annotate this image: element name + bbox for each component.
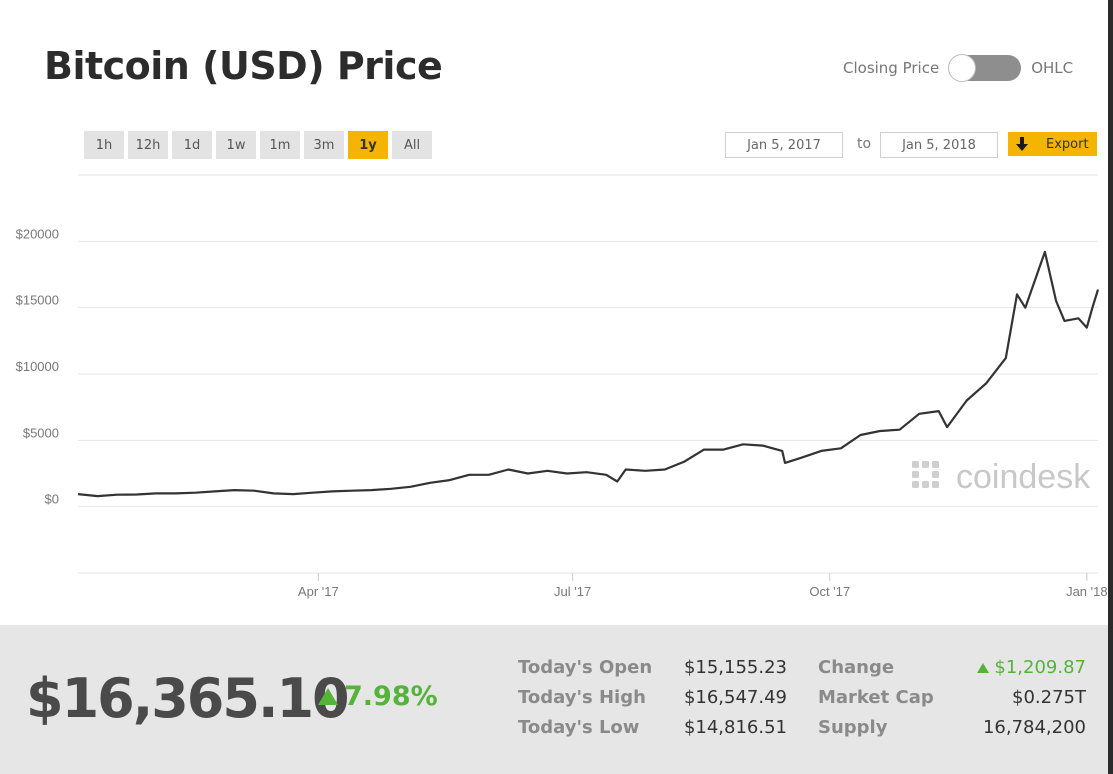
coindesk-watermark: coindesk [912,458,1091,496]
y-tick-label: $10000 [16,359,59,374]
export-label: Export [1046,136,1089,152]
todays-low-value: $14,816.51 [683,717,787,738]
x-tick-label: Oct '17 [809,584,850,599]
export-button[interactable]: Export [1008,132,1097,156]
supply-label: Supply [818,717,888,738]
toggle-knob[interactable] [948,54,977,82]
supply-value: 16,784,200 [982,717,1086,738]
range-button-1h[interactable]: 1h [84,131,124,159]
todays-open-label: Today's Open [518,657,653,678]
todays-open-value: $15,155.23 [683,657,787,678]
range-button-1d[interactable]: 1d [172,131,212,159]
page-title: Bitcoin (USD) Price [44,44,443,88]
y-tick-label: $5000 [23,425,59,440]
todays-high-value: $16,547.49 [683,687,787,708]
range-button-3m[interactable]: 3m [304,131,344,159]
change-value: $1,209.87 [940,657,1086,678]
x-tick-label: Jan '18 [1066,584,1108,599]
grid-lines [78,174,1098,574]
date-to-input[interactable]: Jan 5, 2018 [880,132,998,158]
window-edge [1108,0,1113,774]
date-to-label: to [857,136,872,152]
ohlc-label: OHLC [1031,59,1074,77]
range-selector: 1h 12h 1d 1w 1m 3m 1y All [84,131,432,159]
y-axis-ticks: $20000 $15000 $10000 $5000 $0 [16,226,59,506]
percent-change-value: 7.98% [344,681,438,712]
range-button-1m[interactable]: 1m [260,131,300,159]
market-cap-value: $0.275T [1012,687,1086,708]
coindesk-wordmark: coindesk [956,458,1091,496]
price-series-line [77,250,1100,498]
up-triangle-icon [318,688,338,705]
change-label: Change [818,657,895,678]
current-price: $16,365.10 [26,667,350,730]
y-tick-label: $15000 [16,293,59,308]
price-chart: $20000 $15000 $10000 $5000 $0 Apr '17 Jul '17… [16,174,1108,599]
range-button-1y[interactable]: 1y [348,131,388,159]
x-axis-ticks: Apr '17 Jul '17 Oct '17 Jan '18 [298,573,1108,599]
closing-price-label: Closing Price [843,59,940,77]
coindesk-logo-icon [912,461,939,488]
range-button-all[interactable]: All [392,131,432,159]
y-tick-label: $20000 [16,226,59,241]
todays-high-label: Today's High [518,687,646,708]
price-mode-toggle[interactable] [948,54,1022,82]
percent-change: 7.98% [318,681,438,712]
x-tick-label: Apr '17 [298,584,339,599]
download-arrow-icon [1016,137,1028,151]
range-button-12h[interactable]: 12h [128,131,168,159]
market-cap-label: Market Cap [818,687,934,708]
todays-low-label: Today's Low [518,717,640,738]
up-triangle-small-icon [977,662,990,673]
x-tick-label: Jul '17 [554,584,591,599]
price-mode-toggle-group: Closing Price OHLC [843,48,1073,88]
date-from-input[interactable]: Jan 5, 2017 [725,132,843,158]
change-amount: $1,209.87 [994,657,1086,678]
stats-panel: $16,365.10 7.98% Today's Open $15,155.23… [0,625,1108,774]
range-button-1w[interactable]: 1w [216,131,256,159]
y-tick-label: $0 [45,492,59,507]
